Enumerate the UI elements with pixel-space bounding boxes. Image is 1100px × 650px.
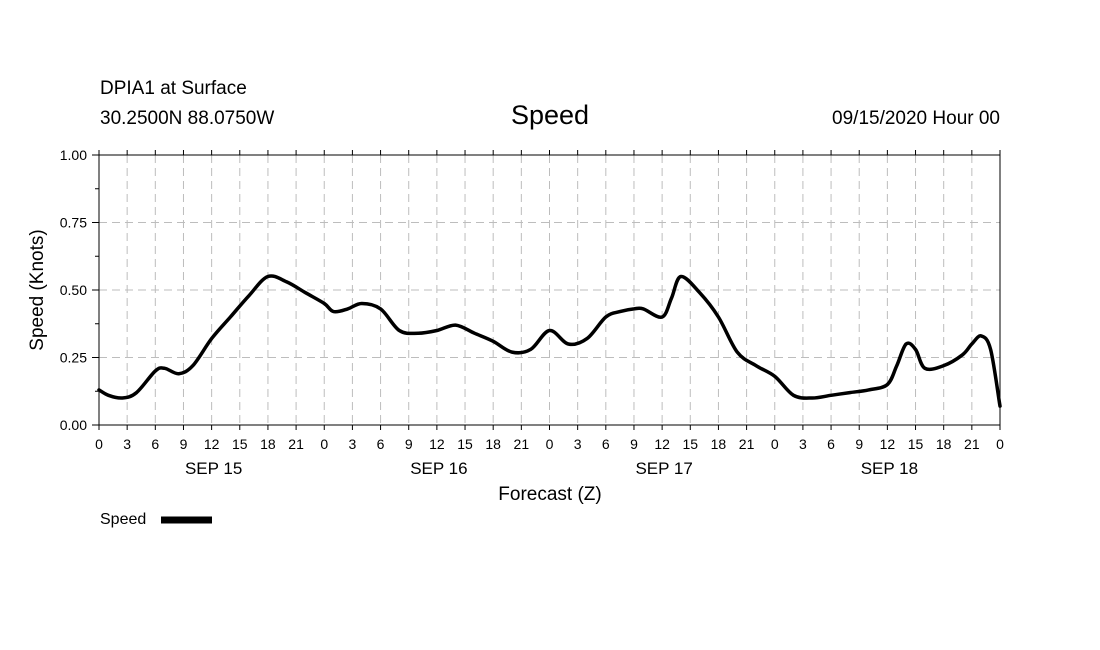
x-tick-label: 6 xyxy=(377,436,385,452)
x-tick-label: 15 xyxy=(232,436,248,452)
x-tick-label: 18 xyxy=(711,436,727,452)
x-tick-label: 0 xyxy=(996,436,1004,452)
x-tick-label: 21 xyxy=(288,436,304,452)
x-tick-label: 0 xyxy=(546,436,554,452)
x-axis-label: Forecast (Z) xyxy=(498,484,601,505)
station-label: DPIA1 at Surface xyxy=(100,78,247,99)
run-time-label: 09/15/2020 Hour 00 xyxy=(832,108,1000,129)
x-tick-label: 3 xyxy=(123,436,131,452)
day-labels: SEP 15 SEP 16 SEP 17 SEP 18 xyxy=(185,459,918,478)
x-tick-label: 15 xyxy=(457,436,473,452)
x-tick-label: 0 xyxy=(320,436,328,452)
x-tick-label: 15 xyxy=(682,436,698,452)
x-tick-label: 9 xyxy=(405,436,413,452)
x-tick-label: 12 xyxy=(880,436,896,452)
x-tick-label: 6 xyxy=(602,436,610,452)
x-tick-label: 9 xyxy=(855,436,863,452)
x-tick-label: 12 xyxy=(429,436,445,452)
x-tick-label: 3 xyxy=(574,436,582,452)
legend-label: Speed xyxy=(100,511,146,528)
day-label: SEP 15 xyxy=(185,459,242,478)
y-tick-label: 0.25 xyxy=(60,350,87,366)
y-tick-label: 1.00 xyxy=(60,147,87,163)
x-tick-label: 3 xyxy=(799,436,807,452)
y-axis-label: Speed (Knots) xyxy=(27,229,48,350)
x-tick-labels: 0 3 6 9 12 15 18 21 0 3 6 9 12 15 18 21 0 3 6 9 12 15 18 21 0 3 6 9… xyxy=(95,436,1004,452)
x-tick-label: 6 xyxy=(151,436,159,452)
x-tick-label: 21 xyxy=(739,436,755,452)
grid xyxy=(99,155,1000,425)
x-tick-label: 3 xyxy=(349,436,357,452)
y-tick-label: 0.50 xyxy=(60,282,87,298)
x-tick-label: 21 xyxy=(964,436,980,452)
x-tick-label: 18 xyxy=(936,436,952,452)
series-speed-line xyxy=(97,274,1002,408)
plot-frame xyxy=(98,154,1001,426)
x-tick-label: 0 xyxy=(771,436,779,452)
x-tick-label: 9 xyxy=(630,436,638,452)
day-label: SEP 18 xyxy=(861,459,918,478)
series-layer xyxy=(97,274,1002,408)
x-tick-label: 12 xyxy=(204,436,220,452)
x-tick-label: 15 xyxy=(908,436,924,452)
day-label: SEP 16 xyxy=(410,459,467,478)
x-tick-label: 21 xyxy=(514,436,530,452)
x-tick-label: 12 xyxy=(654,436,670,452)
legend: Speed xyxy=(100,511,212,528)
x-tick-label: 18 xyxy=(260,436,276,452)
y-tick-labels: 0.00 0.25 0.50 0.75 1.00 xyxy=(60,147,87,433)
y-tick-label: 0.75 xyxy=(60,215,87,231)
x-tick-label: 9 xyxy=(180,436,188,452)
x-tick-label: 6 xyxy=(827,436,835,452)
y-tick-label: 0.00 xyxy=(60,417,87,433)
coordinates-label: 30.2500N 88.0750W xyxy=(100,108,274,129)
x-tick-label: 0 xyxy=(95,436,103,452)
chart-title: Speed xyxy=(511,100,589,130)
x-tick-label: 18 xyxy=(485,436,501,452)
day-label: SEP 17 xyxy=(635,459,692,478)
